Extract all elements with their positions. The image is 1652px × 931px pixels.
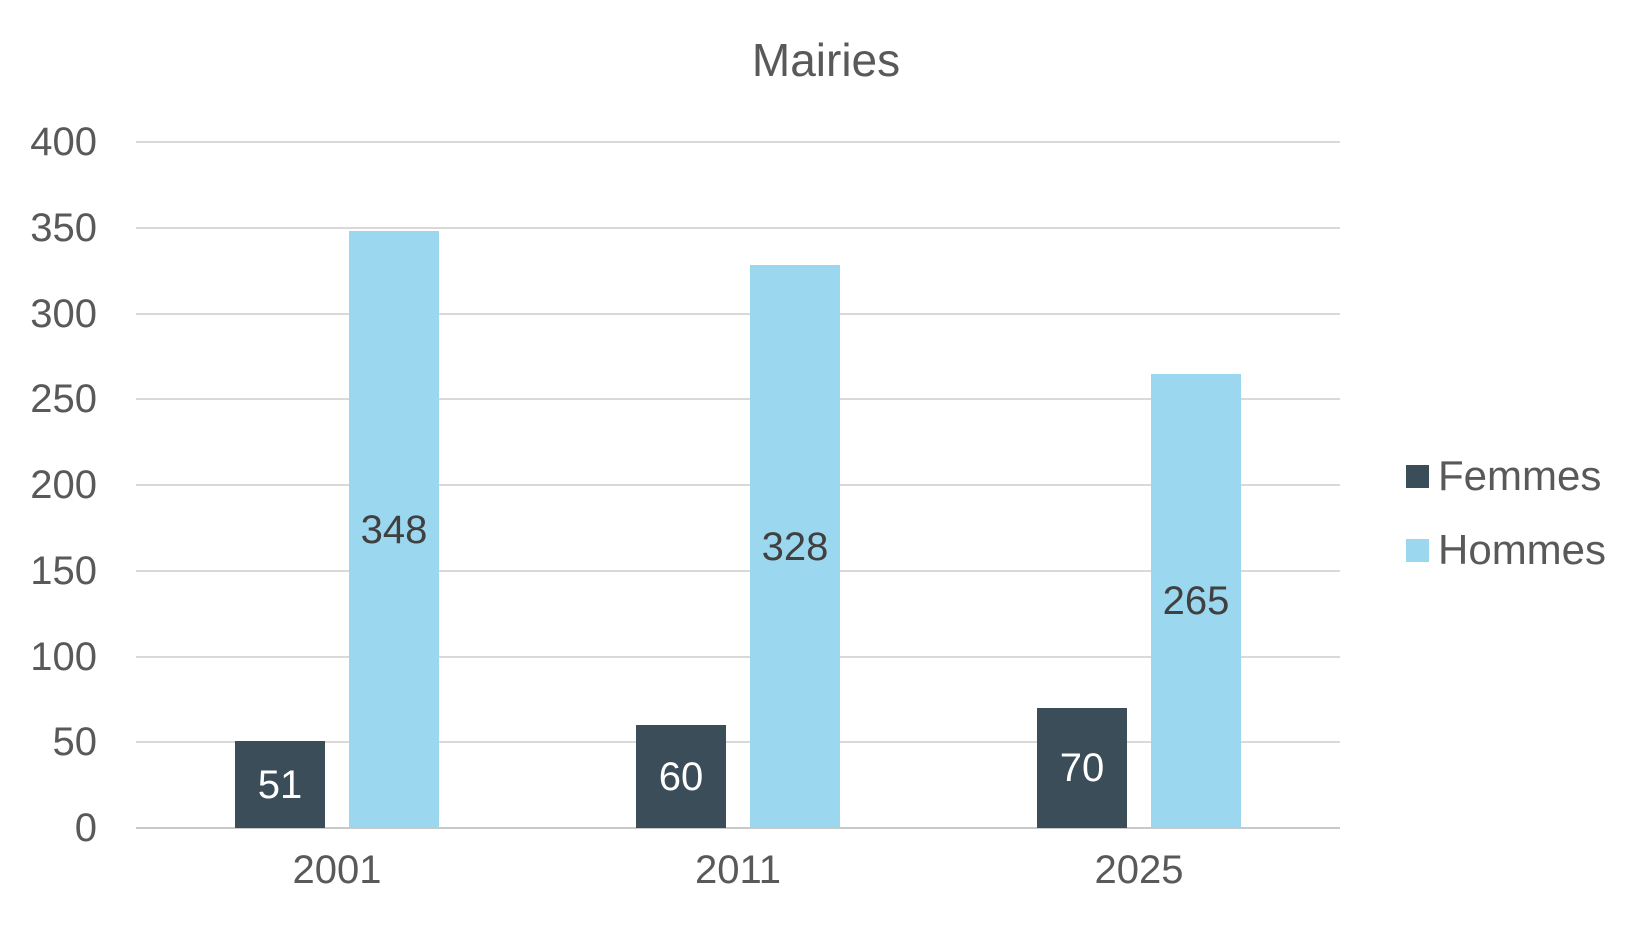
- bar-hommes-2025: 265: [1151, 374, 1241, 828]
- chart-title: Mairies: [751, 34, 901, 86]
- bar-femmes-2011: 60: [636, 725, 726, 828]
- gridline-100: [136, 656, 1340, 658]
- y-axis-tick-label-100: 100: [30, 635, 97, 679]
- legend-label-femmes: Femmes: [1438, 452, 1602, 499]
- bar-femmes-2025: 70: [1037, 708, 1127, 828]
- bar-hommes-2011: 328: [750, 265, 840, 828]
- x-axis-label-2025: 2025: [1094, 848, 1184, 892]
- bar-value-label-hommes-2011: 328: [761, 524, 829, 569]
- gridline-250: [136, 398, 1340, 400]
- bar-value-label-femmes-2001: 51: [257, 762, 303, 807]
- bar-value-label-femmes-2025: 70: [1059, 746, 1105, 790]
- legend-item-hommes: Hommes: [1406, 526, 1606, 574]
- y-axis-tick-label-300: 300: [30, 292, 97, 336]
- y-axis-tick-label-50: 50: [52, 720, 98, 764]
- x-axis-label-2011: 2011: [694, 848, 781, 892]
- y-axis-tick-label-150: 150: [30, 549, 97, 593]
- bar-hommes-2001: 348: [349, 231, 439, 828]
- legend: Femmes Hommes: [1406, 452, 1606, 574]
- gridline-200: [136, 484, 1340, 486]
- gridline-150: [136, 570, 1340, 572]
- bar-value-label-femmes-2011: 60: [658, 754, 704, 799]
- y-axis-tick-label-0: 0: [74, 806, 97, 850]
- gridline-300: [136, 313, 1340, 315]
- y-axis-tick-label-400: 400: [30, 120, 97, 164]
- gridline-400: [136, 141, 1340, 143]
- y-axis-tick-label-350: 350: [30, 206, 97, 250]
- legend-swatch-icon-hommes: [1406, 538, 1429, 562]
- legend-swatch-icon-femmes: [1406, 464, 1429, 488]
- x-axis-label-2001: 2001: [292, 848, 382, 892]
- bar-value-label-hommes-2001: 348: [360, 507, 428, 552]
- y-axis-tick-label-200: 200: [30, 463, 97, 507]
- legend-label-hommes: Hommes: [1438, 526, 1607, 573]
- gridline-0: [136, 827, 1340, 829]
- plot-area: 51 348 60 328 70 265: [136, 141, 1340, 829]
- bar-femmes-2001: 51: [235, 741, 325, 828]
- gridline-50: [136, 741, 1340, 743]
- bar-value-label-hommes-2025: 265: [1162, 579, 1230, 623]
- y-axis-tick-label-250: 250: [30, 377, 97, 421]
- legend-item-femmes: Femmes: [1406, 452, 1606, 500]
- gridline-350: [136, 227, 1340, 229]
